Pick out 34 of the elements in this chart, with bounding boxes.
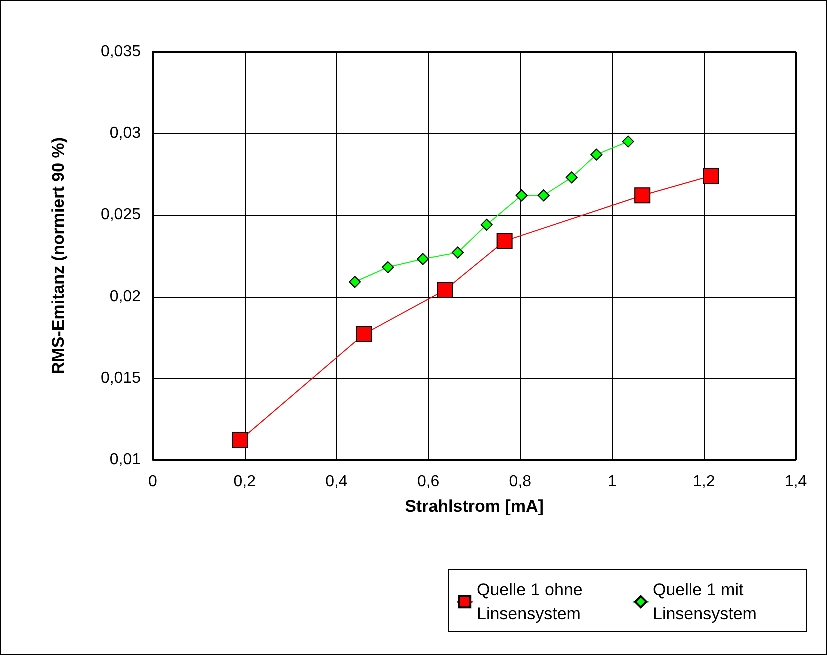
- point: [349, 276, 362, 288]
- point: [496, 233, 513, 250]
- x-tick-label: 0,8: [509, 474, 532, 490]
- x-tick-label: 1: [608, 474, 617, 490]
- point: [538, 190, 550, 202]
- y-axis-title: RMS-Emitanz (normiert 90 %): [49, 137, 68, 375]
- point: [232, 432, 248, 448]
- x-tick-label: 1,4: [784, 474, 808, 490]
- point: [634, 188, 651, 204]
- point: [516, 190, 528, 202]
- x-tick-label: 0,4: [326, 474, 348, 490]
- point: [703, 168, 720, 184]
- point: [622, 136, 634, 148]
- point: [480, 218, 493, 231]
- legend-label: Quelle 1 mit Linsensystem: [653, 580, 757, 624]
- x-tick-label: 0,2: [234, 474, 256, 490]
- y-tick-label: 0,02: [110, 288, 142, 306]
- point: [437, 282, 454, 298]
- point: [452, 246, 464, 259]
- x-tick-label: 1,2: [693, 474, 716, 490]
- point: [356, 326, 372, 342]
- legend-label: Quelle 1 ohne Linsensystem: [477, 580, 588, 624]
- x-tick-label: 0: [148, 474, 158, 490]
- y-tick-label: 0,035: [100, 44, 142, 60]
- y-tick-label: 0,025: [100, 206, 142, 224]
- y-tick-label: 0,03: [110, 125, 142, 142]
- y-tick-label: 0,01: [110, 452, 142, 468]
- point: [590, 148, 603, 161]
- x-tick-label: 0,6: [417, 474, 440, 490]
- point: [382, 261, 394, 274]
- x-axis-title: Strahlstrom [mA]: [405, 497, 544, 516]
- y-tick-label: 0,015: [100, 370, 142, 387]
- point: [566, 172, 578, 184]
- point: [417, 253, 430, 266]
